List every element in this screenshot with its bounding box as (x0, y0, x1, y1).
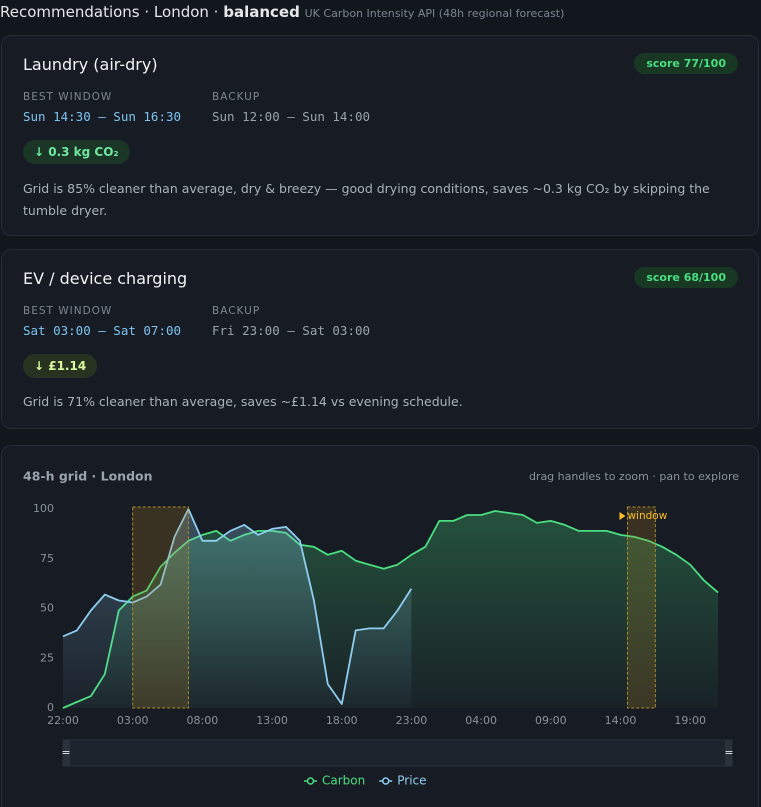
header-source: UK Carbon Intensity API (48h regional fo… (304, 7, 565, 20)
header-mode: balanced (223, 3, 300, 21)
label: BEST WINDOW (23, 91, 113, 103)
x-tick-label: 08:00 (187, 714, 219, 727)
legend-swatch (306, 777, 315, 785)
y-tick-label: 0 (47, 701, 54, 714)
legend-label: Carbon (322, 774, 365, 788)
score: score 68/100 (634, 267, 738, 288)
badge: ↓ £1.14 (23, 354, 98, 378)
line (62, 508, 413, 705)
card-title: EV / device charging (23, 269, 188, 288)
label: BACKUP (212, 91, 261, 103)
description: Grid is 71% cleaner than average, saves … (23, 394, 463, 409)
area (63, 509, 412, 708)
x-tick-label: 23:00 (396, 714, 428, 727)
backup-window: Sun 12:00 — Sun 14:00 (212, 109, 371, 124)
slider-handle-label: = (61, 746, 70, 759)
description: Grid is 85% cleaner than average, dry & … (23, 181, 710, 218)
y-tick-label: 50 (40, 602, 54, 615)
x-tick-label: 09:00 (535, 714, 567, 727)
legend-item[interactable]: Price (379, 774, 427, 788)
chart-card: 48-h grid · London drag handles to zoom … (1, 445, 759, 807)
label: BACKUP (212, 305, 261, 317)
best-window: Sun 14:30 — Sun 16:30 (23, 109, 182, 124)
card-title: Laundry (air-dry) (23, 55, 158, 74)
slider-handle[interactable] (63, 740, 70, 766)
best-window: Sat 03:00 — Sat 07:00 (23, 323, 182, 338)
window-band (626, 506, 656, 709)
window-band (132, 506, 189, 709)
slider-handle-label: = (724, 746, 733, 759)
x-tick-label: 04:00 (465, 714, 497, 727)
chart-title: 48-h grid · London (23, 469, 153, 484)
x-tick-label: 19:00 (674, 714, 706, 727)
header-title: Recommendations · London · (0, 3, 219, 21)
x-tick-label: 03:00 (117, 714, 149, 727)
label: BEST WINDOW (23, 305, 113, 317)
window-label: window (627, 510, 667, 522)
legend-swatch (381, 777, 390, 785)
x-tick-label: 18:00 (326, 714, 358, 727)
card[interactable]: Laundry (air-dry) score 77/100 BEST WIND… (1, 35, 759, 236)
chart: 48-h grid · London drag handles to zoom … (23, 469, 739, 788)
window-marker (619, 512, 626, 520)
y-tick-label: 25 (40, 651, 54, 664)
x-tick-label: 22:00 (47, 714, 79, 727)
range-slider[interactable] (62, 739, 733, 767)
badge: ↓ 0.3 kg CO₂ (23, 140, 130, 164)
x-tick-label: 13:00 (256, 714, 288, 727)
score: score 77/100 (634, 53, 738, 74)
y-tick-label: 75 (40, 552, 54, 565)
x-tick-label: 14:00 (605, 714, 637, 727)
y-tick-label: 100 (33, 502, 54, 515)
card[interactable]: EV / device charging score 68/100 BEST W… (1, 249, 759, 429)
slider-handle[interactable] (725, 740, 732, 766)
legend-label: Price (397, 774, 426, 788)
header: Recommendations · London · balanced UK C… (0, 3, 564, 21)
chart-hint: drag handles to zoom · pan to explore (529, 470, 739, 483)
backup-window: Fri 23:00 — Sat 03:00 (212, 323, 371, 338)
legend-item[interactable]: Carbon (304, 774, 365, 788)
